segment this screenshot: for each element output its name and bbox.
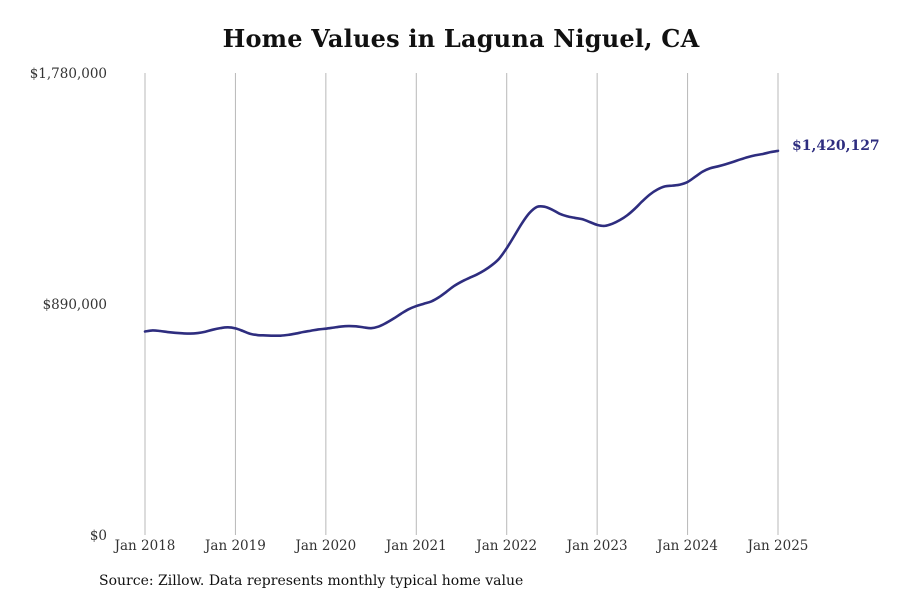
y-tick-label: $890,000 (43, 297, 107, 313)
y-axis-ticks: $1,780,000 $890,000 $0 (30, 66, 107, 544)
x-tick-label: Jan 2018 (113, 538, 176, 554)
y-tick-label: $0 (90, 528, 107, 544)
x-tick-label: Jan 2022 (474, 538, 537, 554)
chart-title: Home Values in Laguna Niguel, CA (222, 24, 700, 53)
x-tick-label: Jan 2021 (384, 538, 447, 554)
x-tick-label: Jan 2020 (293, 538, 356, 554)
x-tick-label: Jan 2024 (655, 538, 718, 554)
x-tick-label: Jan 2025 (746, 538, 809, 554)
y-tick-label: $1,780,000 (30, 66, 107, 82)
home-value-line (143, 149, 780, 338)
end-value-label: $1,420,127 (792, 138, 880, 154)
x-tick-label: Jan 2023 (565, 538, 628, 554)
x-tick-label: Jan 2019 (203, 538, 266, 554)
x-axis-ticks: Jan 2018 Jan 2019 Jan 2020 Jan 2021 Jan 2022… (113, 538, 809, 554)
source-note: Source: Zillow. Data represents monthly … (99, 573, 524, 589)
gridlines (144, 73, 779, 535)
